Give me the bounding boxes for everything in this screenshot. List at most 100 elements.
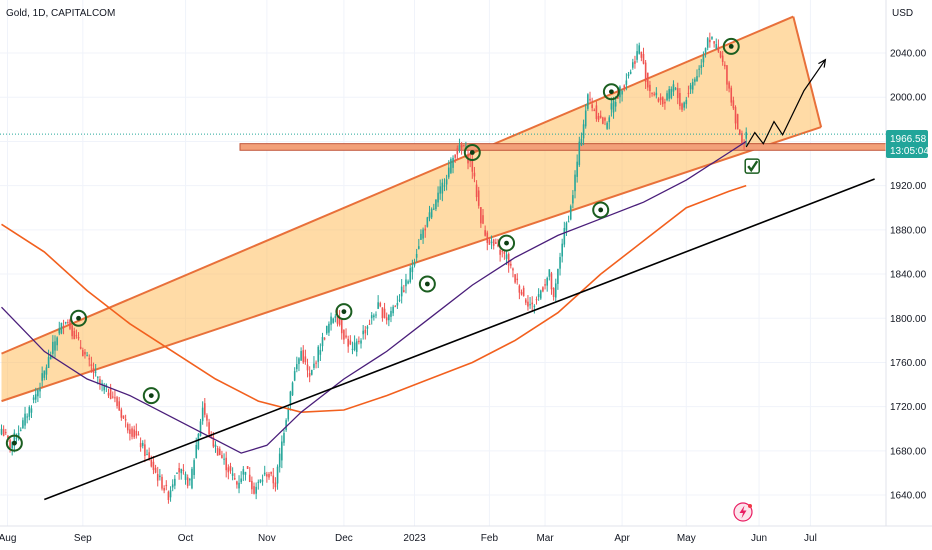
candle-body <box>584 110 587 127</box>
candle-body <box>15 437 18 439</box>
candle-body <box>82 350 84 357</box>
candle-body <box>64 322 67 324</box>
candle-body <box>293 371 296 381</box>
candle-body <box>368 323 371 325</box>
candle-body <box>325 325 328 334</box>
candle-body <box>432 208 435 210</box>
price-tick-label: 1840.00 <box>890 270 927 281</box>
candle-body <box>606 122 608 129</box>
candle-body <box>458 145 461 151</box>
markers <box>5 37 760 452</box>
candle-body <box>99 379 101 384</box>
candle-body <box>734 107 737 124</box>
candle-body <box>28 407 31 417</box>
candle-body <box>544 284 546 286</box>
candle-body <box>311 369 313 375</box>
candle-body <box>167 491 170 501</box>
candle-body <box>19 429 22 431</box>
candle-body <box>685 99 688 105</box>
candle-body <box>557 268 559 284</box>
candle-body <box>651 92 653 94</box>
candle-body <box>283 433 285 443</box>
candle-body <box>218 448 221 456</box>
candle-body <box>640 51 643 58</box>
candle-body <box>255 486 257 494</box>
candle-body <box>629 71 632 74</box>
chart-title: Gold, 1D, CAPITALCOM <box>6 8 115 19</box>
last-price-badge: 1966.58 13:05:04 <box>886 130 929 158</box>
candle-body <box>227 467 230 473</box>
candle-body <box>370 315 373 319</box>
channel-body <box>1 16 822 402</box>
candle-body <box>251 480 253 490</box>
touch-marker-ring <box>142 387 160 405</box>
candle-body <box>122 415 125 419</box>
lightning-icon[interactable] <box>733 502 753 522</box>
candle-body <box>383 308 386 318</box>
candle-body <box>587 94 589 109</box>
candle-body <box>186 477 189 487</box>
touch-marker-dot <box>424 281 430 287</box>
time-tick-label: Feb <box>481 533 499 544</box>
candle-body <box>739 129 741 135</box>
candle-body <box>473 172 476 177</box>
candle-body <box>471 160 474 172</box>
candle-body <box>2 429 5 436</box>
candle-body <box>355 341 358 352</box>
candle-body <box>441 182 444 194</box>
candle-body <box>407 281 409 284</box>
candle-body <box>54 341 56 351</box>
candle-body <box>638 45 641 54</box>
candle-body <box>411 266 414 273</box>
candle-body <box>569 206 572 220</box>
candle-body <box>26 416 28 418</box>
candle-body <box>287 407 290 420</box>
candle-body <box>379 303 382 307</box>
candle-body <box>22 420 24 429</box>
candle-body <box>114 397 116 399</box>
last-price-badge-bg <box>886 130 928 158</box>
candle-body <box>683 102 685 108</box>
candle-body <box>353 342 356 350</box>
price-tick-label: 1760.00 <box>890 358 927 369</box>
candle-body <box>75 335 78 337</box>
candle-body <box>398 299 401 301</box>
candle-body <box>679 93 681 107</box>
price-tick-label: 1920.00 <box>890 181 927 192</box>
candle-body <box>418 246 420 249</box>
candle-body <box>139 443 142 448</box>
candle-body <box>619 86 621 98</box>
candle-body <box>135 430 138 436</box>
candle-body <box>490 241 493 243</box>
candle-body <box>24 413 26 426</box>
candle-body <box>381 307 384 319</box>
price-axis[interactable] <box>886 0 932 526</box>
candle-body <box>561 243 563 257</box>
candle-body <box>242 469 245 475</box>
candle-body <box>672 84 675 92</box>
candle-body <box>34 394 37 400</box>
candle-body <box>726 65 728 85</box>
candle-body <box>503 251 506 254</box>
candle-body <box>345 335 347 338</box>
candle-body <box>171 484 174 488</box>
candle-body <box>522 287 525 296</box>
touch-marker-dot <box>469 150 475 155</box>
candle-body <box>724 64 726 67</box>
candle-body <box>462 145 465 147</box>
candle-body <box>90 364 93 367</box>
candle-body <box>137 434 140 436</box>
candle-body <box>238 482 240 489</box>
touch-marker-ring <box>70 309 88 327</box>
candle-body <box>298 358 300 365</box>
candle-body <box>84 351 86 355</box>
candle-body <box>439 186 441 194</box>
candle-body <box>565 222 568 231</box>
time-tick-label: May <box>677 533 696 544</box>
touch-marker-ring <box>5 434 23 452</box>
candle-body <box>321 337 324 347</box>
channel-right-edge <box>792 16 823 128</box>
candle-body <box>529 304 531 306</box>
candle-body <box>163 487 165 491</box>
